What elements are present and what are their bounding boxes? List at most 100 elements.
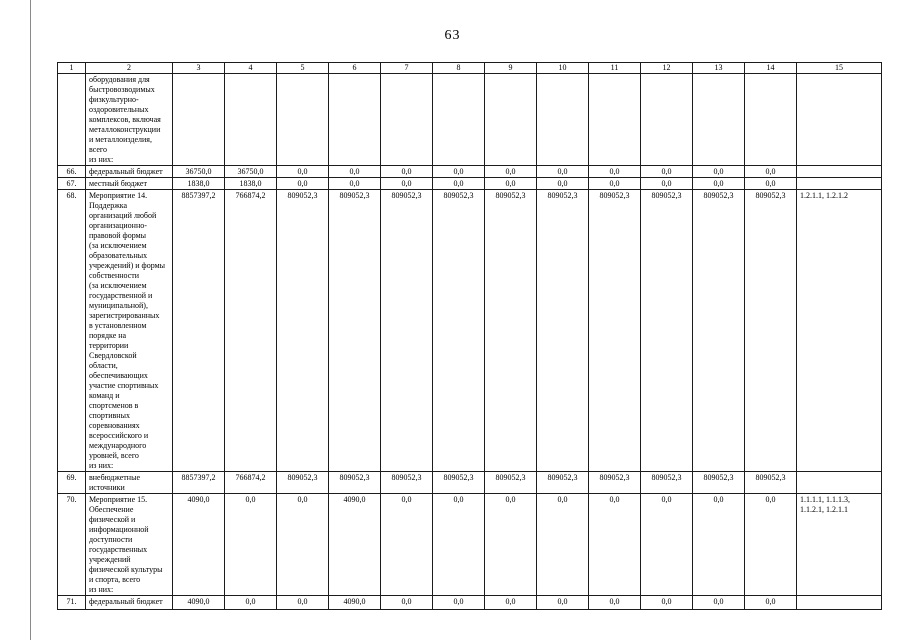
value-cell: 0,0 xyxy=(588,177,641,190)
value-cell: 0,0 xyxy=(432,177,485,190)
value-cell xyxy=(224,73,277,166)
column-header-cell: 11 xyxy=(588,62,641,74)
value-cell: 0,0 xyxy=(276,165,329,178)
value-cell: 0,0 xyxy=(640,165,693,178)
value-cell: 0,0 xyxy=(432,165,485,178)
reference-cell xyxy=(796,177,882,190)
value-cell xyxy=(276,73,329,166)
value-cell: 4090,0 xyxy=(172,493,225,596)
left-margin-line xyxy=(30,0,31,640)
reference-cell: 1.2.1.1, 1.2.1.2 xyxy=(796,189,882,472)
value-cell: 0,0 xyxy=(536,493,589,596)
value-cell: 4090,0 xyxy=(172,595,225,610)
column-header-cell: 10 xyxy=(536,62,589,74)
value-cell: 0,0 xyxy=(744,165,797,178)
value-cell: 809052,3 xyxy=(536,471,589,494)
description-cell: внебюджетные источники xyxy=(85,471,173,494)
value-cell: 0,0 xyxy=(692,595,745,610)
value-cell: 0,0 xyxy=(536,177,589,190)
value-cell xyxy=(328,73,381,166)
reference-cell xyxy=(796,73,882,166)
value-cell: 0,0 xyxy=(328,165,381,178)
value-cell: 0,0 xyxy=(588,165,641,178)
value-cell: 0,0 xyxy=(380,165,433,178)
description-cell: Мероприятие 15. Обеспечение физической и… xyxy=(85,493,173,596)
value-cell: 8857397,2 xyxy=(172,471,225,494)
page-number: 63 xyxy=(444,28,461,43)
reference-cell xyxy=(796,165,882,178)
value-cell: 0,0 xyxy=(328,177,381,190)
value-cell: 0,0 xyxy=(276,493,329,596)
value-cell: 809052,3 xyxy=(692,189,745,472)
value-cell: 809052,3 xyxy=(744,189,797,472)
row-number-cell: 67. xyxy=(57,177,86,190)
value-cell: 0,0 xyxy=(484,595,537,610)
value-cell xyxy=(380,73,433,166)
row-number-cell: 70. xyxy=(57,493,86,596)
table-row: 67. местный бюджет 1838,0 1838,0 0,0 0,0 0,0 0,… xyxy=(57,177,882,190)
value-cell xyxy=(432,73,485,166)
value-cell xyxy=(172,73,225,166)
value-cell: 0,0 xyxy=(380,493,433,596)
value-cell: 809052,3 xyxy=(484,471,537,494)
value-cell: 809052,3 xyxy=(432,189,485,472)
value-cell: 809052,3 xyxy=(692,471,745,494)
value-cell: 0,0 xyxy=(432,493,485,596)
value-cell: 0,0 xyxy=(588,493,641,596)
column-header-cell: 1 xyxy=(57,62,86,74)
value-cell: 809052,3 xyxy=(380,189,433,472)
column-header-cell: 12 xyxy=(640,62,693,74)
column-header-cell: 4 xyxy=(224,62,277,74)
value-cell: 809052,3 xyxy=(484,189,537,472)
value-cell: 809052,3 xyxy=(640,471,693,494)
column-header-cell: 2 xyxy=(85,62,173,74)
row-number-cell: 69. xyxy=(57,471,86,494)
value-cell: 1838,0 xyxy=(224,177,277,190)
description-cell: местный бюджет xyxy=(85,177,173,190)
column-header-cell: 6 xyxy=(328,62,381,74)
value-cell: 0,0 xyxy=(224,595,277,610)
value-cell: 0,0 xyxy=(380,595,433,610)
value-cell: 809052,3 xyxy=(432,471,485,494)
reference-cell xyxy=(796,471,882,494)
value-cell: 0,0 xyxy=(224,493,277,596)
column-header-cell: 8 xyxy=(432,62,485,74)
column-header-cell: 15 xyxy=(796,62,882,74)
value-cell: 0,0 xyxy=(484,493,537,596)
table-row: 69. внебюджетные источники 8857397,2 766874… xyxy=(57,471,882,494)
table-head: 1 2 3 4 5 6 7 8 9 10 11 12 13 14 15 xyxy=(57,62,882,74)
value-cell: 4090,0 xyxy=(328,493,381,596)
row-number-cell: 66. xyxy=(57,165,86,178)
value-cell xyxy=(536,73,589,166)
value-cell: 809052,3 xyxy=(276,189,329,472)
column-header-cell: 14 xyxy=(744,62,797,74)
table-row: 68. Мероприятие 14. Поддержка организаций… xyxy=(57,189,882,472)
value-cell: 0,0 xyxy=(640,595,693,610)
description-cell: федеральный бюджет xyxy=(85,595,173,610)
value-cell: 809052,3 xyxy=(536,189,589,472)
value-cell xyxy=(692,73,745,166)
reference-cell: 1.1.1.1, 1.1.1.3, 1.1.2.1, 1.2.1.1 xyxy=(796,493,882,596)
value-cell: 8857397,2 xyxy=(172,189,225,472)
value-cell: 809052,3 xyxy=(588,471,641,494)
value-cell: 0,0 xyxy=(744,595,797,610)
value-cell: 0,0 xyxy=(744,493,797,596)
value-cell xyxy=(484,73,537,166)
value-cell xyxy=(588,73,641,166)
table-row: 66. федеральный бюджет 36750,0 36750,0 0,0 0,… xyxy=(57,165,882,178)
value-cell: 809052,3 xyxy=(328,189,381,472)
table-body: оборудования для быстровозводимых физкул… xyxy=(57,73,882,610)
value-cell: 0,0 xyxy=(276,595,329,610)
value-cell: 809052,3 xyxy=(380,471,433,494)
column-header-cell: 7 xyxy=(380,62,433,74)
value-cell: 0,0 xyxy=(640,177,693,190)
column-header-cell: 5 xyxy=(276,62,329,74)
column-header-row: 1 2 3 4 5 6 7 8 9 10 11 12 13 14 15 xyxy=(57,62,882,74)
table-row: 71. федеральный бюджет 4090,0 0,0 0,0 4090,0 0… xyxy=(57,595,882,610)
value-cell: 0,0 xyxy=(536,165,589,178)
value-cell: 0,0 xyxy=(692,165,745,178)
value-cell: 36750,0 xyxy=(224,165,277,178)
value-cell: 0,0 xyxy=(692,493,745,596)
row-number-cell xyxy=(57,73,86,166)
